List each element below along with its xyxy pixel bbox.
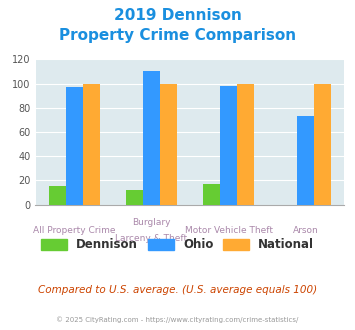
Text: Compared to U.S. average. (U.S. average equals 100): Compared to U.S. average. (U.S. average … <box>38 285 317 295</box>
Text: Property Crime Comparison: Property Crime Comparison <box>59 28 296 43</box>
Bar <box>203 184 220 205</box>
Bar <box>160 83 177 205</box>
Text: 2019 Dennison: 2019 Dennison <box>114 8 241 23</box>
Bar <box>126 190 143 205</box>
Bar <box>83 83 100 205</box>
Bar <box>297 116 314 205</box>
Text: All Property Crime: All Property Crime <box>33 226 115 235</box>
Bar <box>314 83 331 205</box>
Bar <box>143 72 160 205</box>
Legend: Dennison, Ohio, National: Dennison, Ohio, National <box>41 239 314 251</box>
Text: © 2025 CityRating.com - https://www.cityrating.com/crime-statistics/: © 2025 CityRating.com - https://www.city… <box>56 317 299 323</box>
Bar <box>237 83 254 205</box>
Text: Arson: Arson <box>293 226 319 235</box>
Text: Burglary: Burglary <box>132 218 170 227</box>
Bar <box>66 87 83 205</box>
Text: Larceny & Theft: Larceny & Theft <box>115 234 187 243</box>
Bar <box>49 186 66 205</box>
Text: Motor Vehicle Theft: Motor Vehicle Theft <box>185 226 273 235</box>
Bar <box>220 86 237 205</box>
